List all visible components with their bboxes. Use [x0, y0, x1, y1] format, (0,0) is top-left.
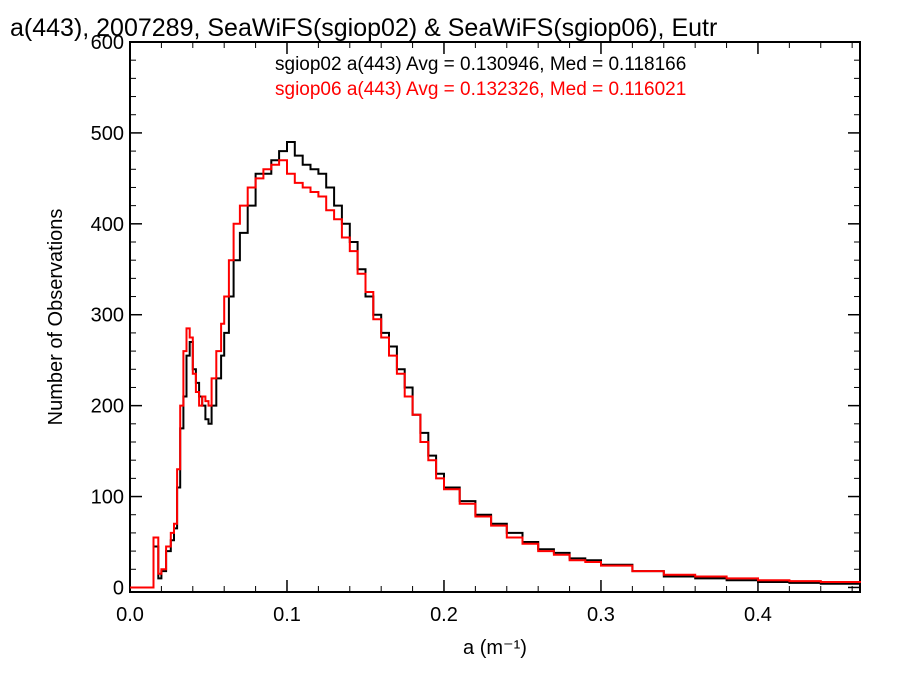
plot-frame	[129, 41, 861, 593]
series-line-sgiop06	[130, 159, 861, 589]
x-axis: 0.0 0.1 0.2 0.3 0.4	[116, 42, 853, 626]
y-tick-label: 0	[113, 577, 124, 599]
x-tick-label: 0.2	[430, 604, 458, 626]
x-tick-label: 0.3	[587, 604, 615, 626]
legend: sgiop02 a(443) Avg = 0.130946, Med = 0.1…	[275, 54, 686, 100]
y-axis-label: Number of Observations	[45, 209, 67, 426]
y-tick-label: 200	[91, 396, 124, 418]
x-tick-label: 0.4	[744, 604, 772, 626]
y-axis: 0 100 200 300 400 500 600	[91, 32, 860, 599]
x-tick-label: 0.1	[273, 604, 301, 626]
x-axis-label: a (m⁻¹)	[463, 637, 527, 659]
y-tick-label: 300	[91, 305, 124, 327]
series-group	[130, 141, 861, 589]
legend-sgiop02: sgiop02 a(443) Avg = 0.130946, Med = 0.1…	[275, 54, 686, 75]
y-tick-label: 100	[91, 487, 124, 509]
y-tick-label: 500	[91, 123, 124, 145]
chart-title: a(443), 2007289, SeaWiFS(sgiop02) & SeaW…	[10, 14, 717, 42]
legend-sgiop06: sgiop06 a(443) Avg = 0.132326, Med = 0.1…	[275, 79, 686, 100]
x-tick-label: 0.0	[116, 604, 144, 626]
y-tick-label: 400	[91, 214, 124, 236]
y-tick-label: 600	[91, 32, 124, 54]
